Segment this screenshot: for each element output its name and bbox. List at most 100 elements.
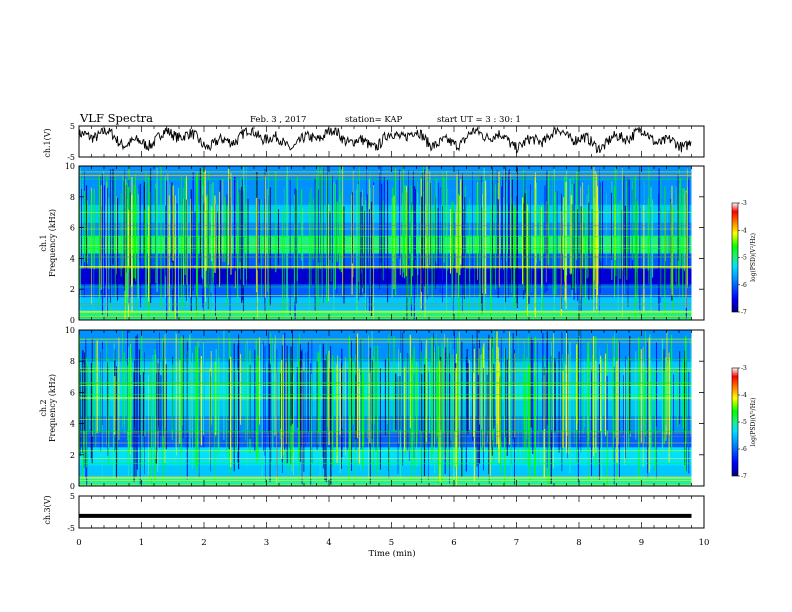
spectrogram-band xyxy=(79,332,692,336)
spectrogram-band xyxy=(79,317,692,321)
ch1-waveform-ytick-label: 5 xyxy=(70,122,75,131)
spectrogram-band xyxy=(79,307,692,311)
spectrogram-band xyxy=(79,462,692,466)
spectrogram-band xyxy=(79,196,692,200)
spectrogram-band xyxy=(79,176,692,180)
spectrogram-band xyxy=(79,237,692,241)
colorbar-gradient xyxy=(731,367,739,477)
ch1-spectrogram-ytick-label: 0 xyxy=(70,316,75,325)
ch1-waveform-panel: 5 -5 xyxy=(67,122,705,162)
spectrogram-band xyxy=(79,278,692,282)
station-label: station= KAP xyxy=(345,115,403,125)
spectrogram-band xyxy=(79,250,692,254)
figure-title: VLF Spectra xyxy=(79,111,153,125)
spectrogram-band xyxy=(79,263,692,267)
ch1-colorbar: -3 -4 -5 -6 -7 log(PSD)(V²/Hz) xyxy=(731,200,757,316)
spectrogram-band xyxy=(79,343,692,346)
spectrogram-band xyxy=(79,273,692,277)
x-tick-label: 7 xyxy=(514,538,519,548)
spectrogram-band xyxy=(79,276,692,280)
ch1-spectrogram-ytick-label: 8 xyxy=(70,193,75,202)
ch3-waveform-ytick-label: 5 xyxy=(70,492,75,501)
spectrogram-band xyxy=(79,439,692,443)
x-tick-label: 6 xyxy=(451,538,456,548)
spectrogram-band xyxy=(79,460,692,463)
x-tick-label: 4 xyxy=(326,538,331,548)
colorbar-label: log(PSD)(V²/Hz) xyxy=(750,398,757,447)
spectrogram-band xyxy=(79,258,692,262)
spectrogram-band xyxy=(79,194,692,198)
spectrogram-band xyxy=(79,248,692,251)
spectrogram-band xyxy=(79,473,692,476)
spectrogram-band xyxy=(79,436,692,440)
colorbar-tick-label: -3 xyxy=(741,365,747,372)
spectrogram-band xyxy=(79,204,692,208)
spectrogram-band xyxy=(79,186,692,190)
ch1-spectrogram-panel: 10 8 6 4 2 0 xyxy=(65,162,705,325)
spectrogram-band xyxy=(79,268,692,272)
ch2-spectrogram-ytick-label: 10 xyxy=(65,326,75,335)
spectrogram-band xyxy=(79,350,692,354)
spectrogram-band xyxy=(79,312,692,316)
spectrogram-band xyxy=(79,212,692,216)
spectrogram-band xyxy=(79,289,692,293)
spectrogram-lf-band xyxy=(79,310,692,313)
colorbar-tick-label: -7 xyxy=(741,309,747,316)
ch1-spectrogram-ytick-label: 2 xyxy=(70,285,75,294)
spectrogram-band xyxy=(79,178,692,182)
spectrogram-band xyxy=(79,353,692,357)
ch1-waveform-line xyxy=(78,126,692,154)
x-tick-labels: 0 1 2 3 4 5 6 7 8 9 10 xyxy=(76,538,709,548)
ch3-waveform-ytick-label: -5 xyxy=(67,524,75,533)
spectrogram-band xyxy=(79,201,692,205)
date-label: Feb. 3 , 2017 xyxy=(250,115,306,125)
ch2-spectrogram-ytick-label: 4 xyxy=(70,420,75,429)
spectrogram-band xyxy=(79,183,692,187)
spectrogram-band xyxy=(79,465,692,469)
spectrogram-band xyxy=(79,173,692,177)
spectrogram-lf-band xyxy=(79,476,692,479)
ch1-spectrogram-ylabel: ch.1 Frequency (kHz) xyxy=(39,209,57,277)
colorbar-tick-label: -6 xyxy=(741,282,747,289)
x-tick-label: 3 xyxy=(264,538,269,548)
spectrogram-band xyxy=(79,296,692,300)
spectrogram-band xyxy=(79,171,692,174)
ch1-waveform-ylabel: ch.1(V) xyxy=(43,128,52,157)
spectrogram-band xyxy=(79,219,692,223)
spectrogram-band xyxy=(79,345,692,349)
ch3-waveform-panel: 5 -5 xyxy=(67,492,705,533)
spectrogram-band xyxy=(79,168,692,172)
x-tick-label: 9 xyxy=(639,538,644,548)
spectrogram-band xyxy=(79,284,692,287)
x-axis-label: Time (min) xyxy=(368,548,415,559)
spectrogram-band xyxy=(79,444,692,448)
ch2-spectrogram-ytick-label: 8 xyxy=(70,357,75,366)
x-tick-label: 2 xyxy=(201,538,206,548)
colorbar-tick-label: -6 xyxy=(741,446,747,453)
x-tick-label: 0 xyxy=(76,538,81,548)
spectrogram-band xyxy=(79,286,692,290)
spectrogram-band xyxy=(79,294,692,298)
svg-text:Frequency (kHz): Frequency (kHz) xyxy=(48,374,57,442)
x-tick-label: 10 xyxy=(699,538,710,548)
spectrogram-band xyxy=(79,199,692,203)
colorbar-tick-label: -3 xyxy=(741,200,747,207)
colorbar-tick-label: -5 xyxy=(741,419,747,426)
spectrogram-band xyxy=(79,434,692,437)
svg-text:ch.1: ch.1 xyxy=(39,234,48,251)
spectrogram-band xyxy=(79,260,692,264)
spectrogram-band xyxy=(79,207,692,210)
spectrogram-band xyxy=(79,209,692,213)
spectrogram-band xyxy=(79,447,692,450)
colorbar-tick-label: -4 xyxy=(741,392,747,399)
colorbar-tick-label: -7 xyxy=(741,473,747,480)
ch2-spectrogram-ytick-label: 6 xyxy=(70,388,75,397)
colorbar-tick-label: -4 xyxy=(741,227,747,234)
x-tick-label: 5 xyxy=(389,538,394,548)
x-tick-label: 1 xyxy=(139,538,144,548)
spectrogram-band xyxy=(79,253,692,257)
spectrogram-band xyxy=(79,245,692,249)
spectrogram-band xyxy=(79,191,692,195)
colorbar-gradient xyxy=(731,202,739,313)
